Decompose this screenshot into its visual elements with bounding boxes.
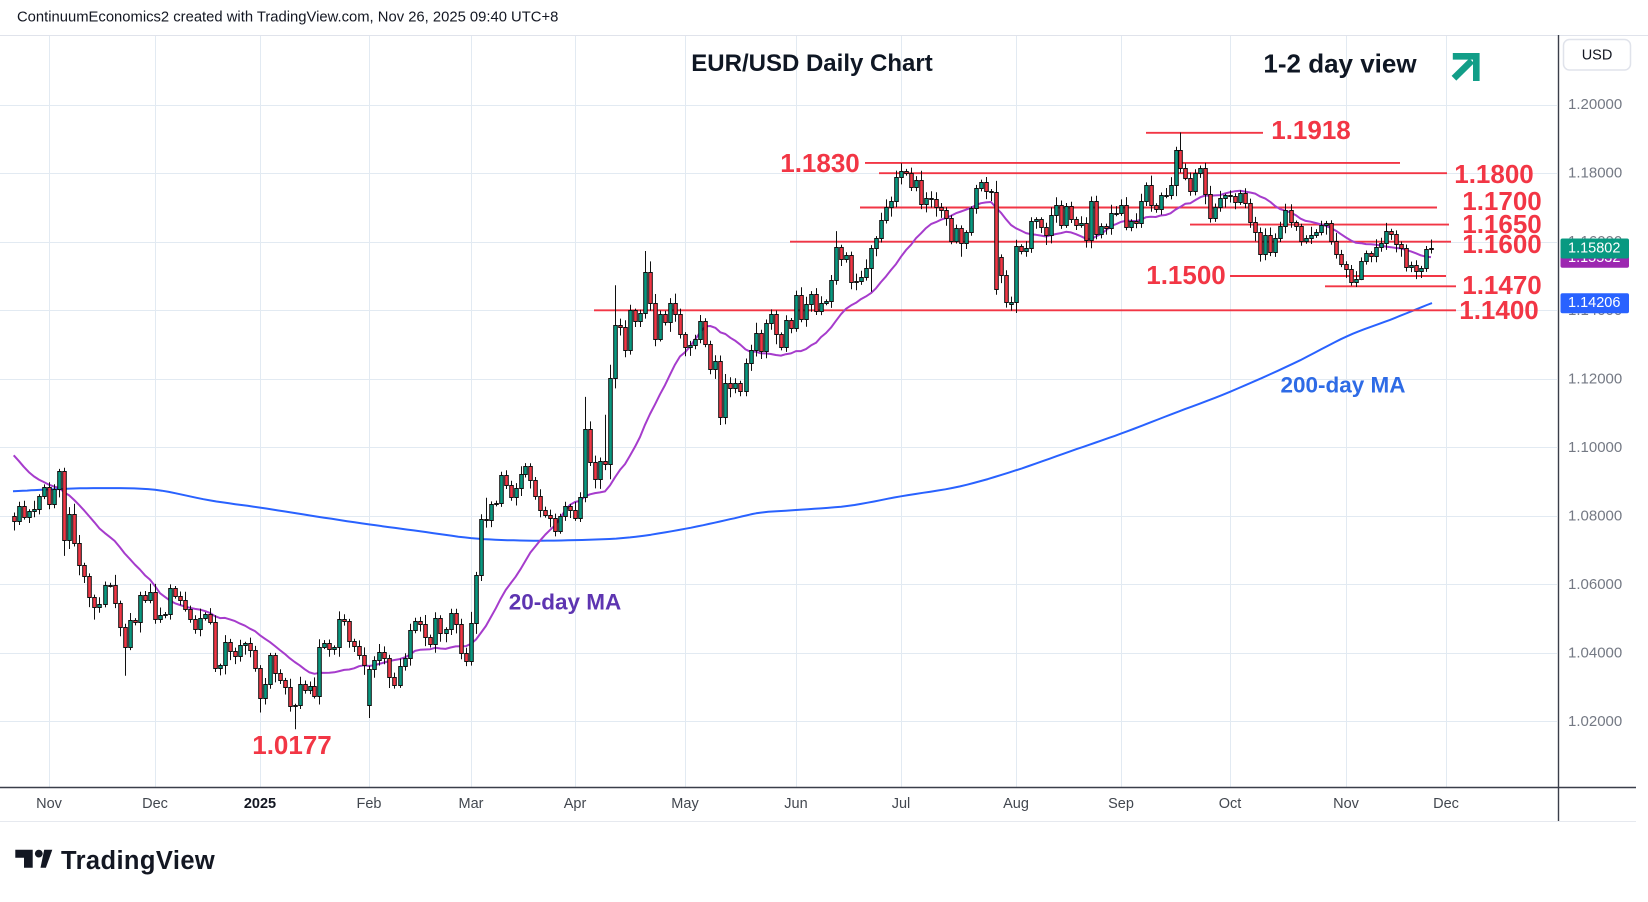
svg-text:Aug: Aug	[1003, 796, 1029, 812]
svg-text:Dec: Dec	[142, 796, 168, 812]
svg-text:1.20000: 1.20000	[1568, 96, 1622, 113]
svg-text:1.06000: 1.06000	[1568, 576, 1622, 593]
svg-text:1.1800: 1.1800	[1454, 159, 1534, 189]
svg-text:Apr: Apr	[564, 796, 587, 812]
svg-text:1.1830: 1.1830	[780, 148, 860, 178]
svg-text:May: May	[671, 796, 699, 812]
svg-text:1.1700: 1.1700	[1462, 186, 1542, 216]
svg-text:1.18000: 1.18000	[1568, 165, 1622, 182]
svg-text:1.1470: 1.1470	[1462, 270, 1542, 300]
svg-text:1.12000: 1.12000	[1568, 370, 1622, 387]
svg-text:Jun: Jun	[784, 796, 807, 812]
svg-text:ContinuumEconomics2 created wi: ContinuumEconomics2 created with Trading…	[17, 10, 558, 26]
svg-text:1.15802: 1.15802	[1568, 241, 1620, 257]
svg-text:Dec: Dec	[1433, 796, 1459, 812]
svg-text:1.10000: 1.10000	[1568, 439, 1622, 456]
svg-text:1.1918: 1.1918	[1271, 115, 1351, 145]
svg-text:1.04000: 1.04000	[1568, 644, 1622, 661]
svg-text:EUR/USD Daily Chart: EUR/USD Daily Chart	[691, 50, 932, 77]
svg-text:20-day MA: 20-day MA	[509, 590, 622, 615]
svg-text:1.1600: 1.1600	[1462, 229, 1542, 259]
svg-text:2025: 2025	[244, 796, 276, 812]
svg-text:USD: USD	[1582, 48, 1613, 64]
svg-text:Nov: Nov	[1333, 796, 1360, 812]
svg-text:1.08000: 1.08000	[1568, 507, 1622, 524]
svg-text:1.0177: 1.0177	[252, 730, 332, 760]
svg-text:Oct: Oct	[1219, 796, 1242, 812]
svg-text:Nov: Nov	[36, 796, 63, 812]
svg-text:Feb: Feb	[357, 796, 382, 812]
svg-text:1.1400: 1.1400	[1459, 295, 1539, 325]
svg-text:Sep: Sep	[1108, 796, 1134, 812]
svg-text:200-day MA: 200-day MA	[1280, 373, 1405, 398]
svg-text:1-2 day view: 1-2 day view	[1263, 49, 1417, 79]
svg-text:TradingView: TradingView	[61, 847, 215, 875]
svg-text:1.02000: 1.02000	[1568, 713, 1622, 730]
svg-text:1.14206: 1.14206	[1568, 295, 1620, 311]
svg-text:1.1650: 1.1650	[1462, 209, 1542, 239]
svg-text:1.1500: 1.1500	[1146, 260, 1226, 290]
svg-text:Jul: Jul	[892, 796, 911, 812]
svg-text:Mar: Mar	[459, 796, 484, 812]
